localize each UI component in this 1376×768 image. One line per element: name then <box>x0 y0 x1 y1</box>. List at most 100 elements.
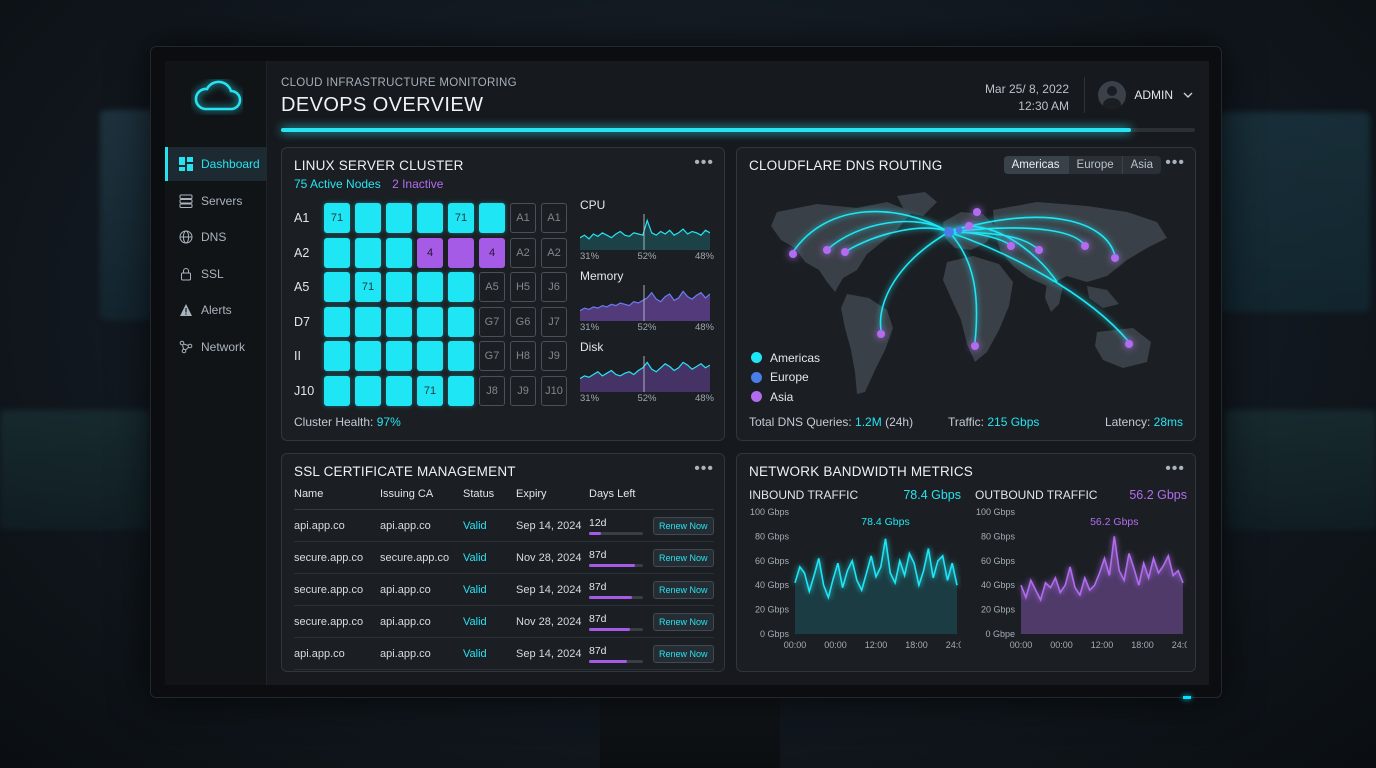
node-cell[interactable] <box>386 341 412 371</box>
map-australia <box>1095 328 1151 368</box>
node-cell[interactable]: 71 <box>417 375 443 406</box>
node-cell[interactable] <box>324 306 350 337</box>
y-tick-label: 0 Gbpe <box>985 629 1015 639</box>
node-cell[interactable] <box>448 306 474 337</box>
renew-now-button[interactable]: Renew Now <box>653 644 714 663</box>
node-cell[interactable]: J10 <box>541 375 567 406</box>
node-cell[interactable] <box>417 341 443 371</box>
cert-expiry: Nov 28, 2024 <box>516 615 582 628</box>
globe-icon <box>179 230 193 244</box>
x-tick-label: 12:00 <box>1091 640 1114 650</box>
sidebar-item-dns[interactable]: DNS <box>165 220 267 254</box>
y-tick-label: 60 Gbps <box>755 556 790 566</box>
renew-now-button[interactable]: Renew Now <box>653 516 714 535</box>
node-cell[interactable]: 71 <box>448 203 474 233</box>
node-cell[interactable]: 4 <box>417 237 443 268</box>
y-tick-label: 60 Gbps <box>981 556 1016 566</box>
node-cell[interactable]: H8 <box>510 341 536 371</box>
node-cell[interactable] <box>386 237 412 268</box>
node-cell[interactable]: J8 <box>479 375 505 406</box>
more-options-icon[interactable]: ••• <box>1165 460 1185 477</box>
node-cell[interactable] <box>417 306 443 337</box>
node-cell[interactable]: 71 <box>324 203 350 233</box>
sidebar-item-dashboard[interactable]: Dashboard <box>165 147 267 181</box>
tab-europe[interactable]: Europe <box>1067 156 1122 174</box>
node-cell[interactable]: H5 <box>510 272 536 302</box>
node-cell[interactable] <box>448 272 474 302</box>
node-cell[interactable] <box>448 341 474 371</box>
tick-label: 48% <box>694 322 714 333</box>
sparkline-line <box>580 290 710 312</box>
node-cell[interactable]: G7 <box>479 306 505 337</box>
sidebar-item-alerts[interactable]: Alerts <box>165 293 267 327</box>
legend-item-europe: Europe <box>751 368 820 388</box>
node-cell[interactable]: A2 <box>541 237 567 268</box>
node-cell[interactable] <box>355 375 381 406</box>
tab-asia[interactable]: Asia <box>1121 156 1161 174</box>
days-left-bar <box>589 627 643 631</box>
node-cell[interactable]: A2 <box>510 237 536 268</box>
sidebar-item-servers[interactable]: Servers <box>165 184 267 218</box>
node-cell[interactable]: J6 <box>541 272 567 302</box>
node-cell[interactable] <box>386 203 412 233</box>
node-dot <box>965 222 973 230</box>
route-line <box>792 210 950 253</box>
node-cell[interactable]: A1 <box>541 203 567 233</box>
node-cell[interactable] <box>324 341 350 371</box>
node-cell[interactable] <box>479 203 505 233</box>
node-cell[interactable]: A5 <box>479 272 505 302</box>
tick-label: 52% <box>637 393 657 404</box>
x-tick-label: 12:00 <box>865 640 888 650</box>
node-cell[interactable]: J9 <box>510 375 536 406</box>
node-cell[interactable]: G6 <box>510 306 536 337</box>
table-row: secure.app.co api.app.co Valid Sep 14, 2024… <box>294 574 714 606</box>
node-cell[interactable] <box>324 272 350 302</box>
node-cell[interactable] <box>386 272 412 302</box>
renew-now-button[interactable]: Renew Now <box>653 612 714 631</box>
node-cell[interactable] <box>324 237 350 268</box>
more-options-icon[interactable]: ••• <box>694 460 714 477</box>
row-label: A5 <box>294 280 310 294</box>
ssl-certificate-panel: SSL CERTIFICATE MANAGEMENT ••• Name Issu… <box>281 453 725 672</box>
node-dot <box>1007 242 1015 250</box>
x-tick-label: 00:00 <box>784 640 807 650</box>
tab-americas[interactable]: Americas <box>1003 156 1068 174</box>
node-cell[interactable] <box>355 341 381 371</box>
node-cell[interactable]: J7 <box>541 306 567 337</box>
node-cell[interactable] <box>417 272 443 302</box>
node-cell[interactable]: 71 <box>355 272 381 302</box>
sidebar-item-label: SSL <box>201 266 224 281</box>
y-tick-label: 40 Gbps <box>755 580 790 590</box>
legend-label: Americas <box>770 350 821 365</box>
node-cell[interactable] <box>417 203 443 233</box>
node-cell[interactable] <box>386 306 412 337</box>
sidebar-item-network[interactable]: Network <box>165 330 267 364</box>
node-cell[interactable]: J9 <box>541 341 567 371</box>
node-cell[interactable]: A1 <box>510 203 536 233</box>
map-south-america <box>841 294 893 394</box>
node-cell[interactable] <box>355 203 381 233</box>
days-left-text: 87d <box>589 612 607 625</box>
node-cell[interactable] <box>448 237 474 268</box>
cert-action: Renew Now <box>653 580 714 599</box>
user-menu[interactable]: ADMIN <box>1098 81 1193 109</box>
node-cell[interactable] <box>448 375 474 406</box>
node-cell[interactable] <box>386 375 412 406</box>
dashboard-screen: Dashboard Servers DNS SSL Alerts <box>165 61 1209 685</box>
x-tick-label: 24:00 <box>1172 640 1187 650</box>
node-cell[interactable]: G7 <box>479 341 505 371</box>
node-cell[interactable] <box>324 375 350 406</box>
hub-dot <box>944 227 954 237</box>
more-options-icon[interactable]: ••• <box>1165 154 1185 171</box>
sidebar-item-ssl[interactable]: SSL <box>165 257 267 291</box>
more-options-icon[interactable]: ••• <box>694 154 714 171</box>
renew-now-button[interactable]: Renew Now <box>653 548 714 567</box>
legend-item-americas: Americas <box>751 348 820 368</box>
node-cell[interactable]: 4 <box>479 237 505 268</box>
node-cell[interactable] <box>355 306 381 337</box>
renew-now-button[interactable]: Renew Now <box>653 580 714 599</box>
node-cell[interactable] <box>355 237 381 268</box>
row-label: A2 <box>294 245 310 260</box>
y-tick-label: 20 Gbps <box>755 605 790 615</box>
cert-issuer: api.app.co <box>380 615 431 628</box>
